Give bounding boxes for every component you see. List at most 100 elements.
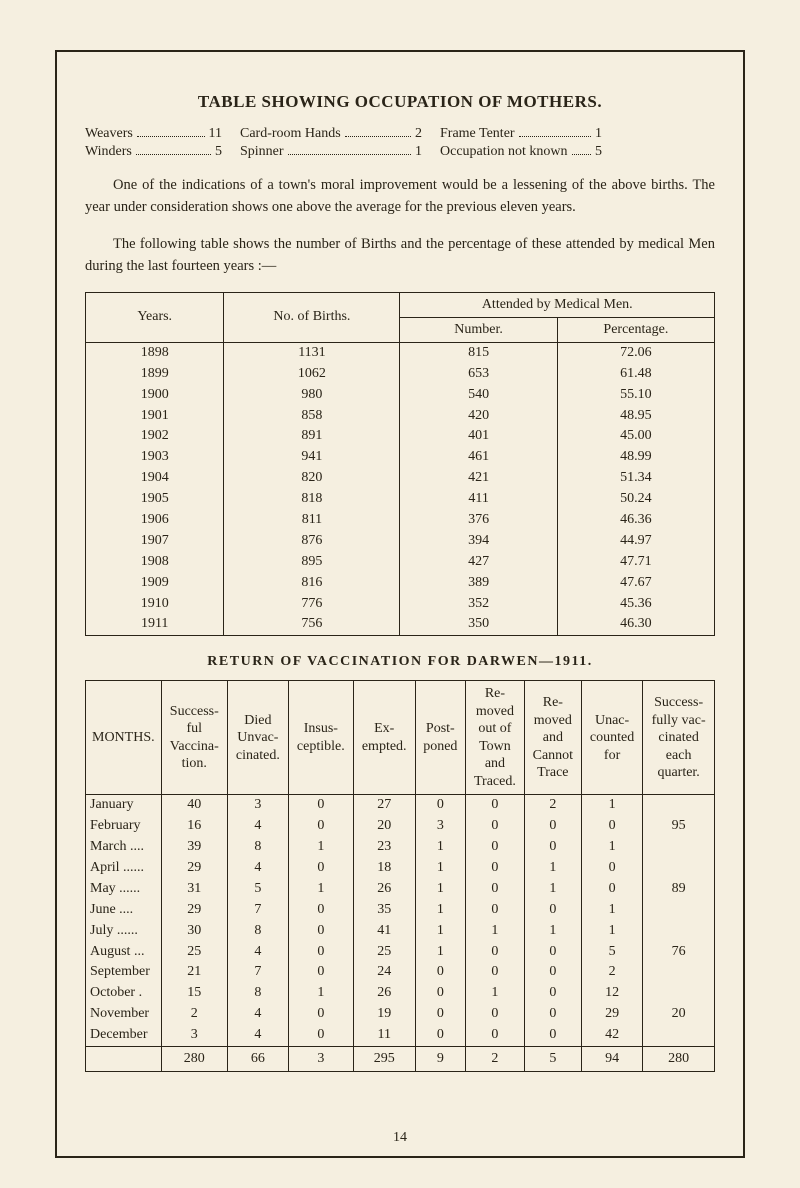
paragraph-1: One of the indications of a town's moral…	[85, 174, 715, 219]
table-cell: 0	[288, 795, 353, 816]
table-cell: 27	[353, 795, 415, 816]
table-cell: 26	[353, 879, 415, 900]
table-cell: 95	[643, 816, 715, 837]
table-row: 190681137646.36	[86, 510, 715, 531]
vaccination-table-header: Post-poned	[415, 681, 466, 795]
table-row: November240190002920	[86, 1004, 715, 1025]
table-cell: 0	[524, 900, 581, 921]
table-cell: 1	[415, 921, 466, 942]
table-cell: 811	[224, 510, 400, 531]
table-cell: 1903	[86, 447, 224, 468]
table-cell: 280	[161, 1047, 227, 1072]
table-cell: 1899	[86, 364, 224, 385]
table-cell: 1907	[86, 531, 224, 552]
table-cell: 0	[415, 795, 466, 816]
table-cell: 1	[415, 879, 466, 900]
table-cell: 0	[288, 900, 353, 921]
table-cell: 0	[415, 1004, 466, 1025]
table-cell: 1	[288, 983, 353, 1004]
table-cell: 18	[353, 858, 415, 879]
table-cell: 1	[415, 942, 466, 963]
table-cell: 4	[227, 858, 288, 879]
table-cell	[643, 983, 715, 1004]
table-cell: 0	[466, 879, 525, 900]
occupation-label: Spinner	[240, 144, 284, 160]
table-cell	[86, 1047, 162, 1072]
table-cell: 94	[581, 1047, 642, 1072]
table-row: September2170240002	[86, 962, 715, 983]
table-cell: 4	[227, 816, 288, 837]
occupation-label: Card-room Hands	[240, 126, 341, 142]
table-cell: 1	[524, 858, 581, 879]
table-cell: 3	[227, 795, 288, 816]
table-cell: 1	[415, 837, 466, 858]
table-cell: 23	[353, 837, 415, 858]
vaccination-table-header: Insus-ceptible.	[288, 681, 353, 795]
table-cell: 1	[581, 921, 642, 942]
table-cell: 0	[466, 1004, 525, 1025]
table-cell: 941	[224, 447, 400, 468]
table-cell: 2	[466, 1047, 525, 1072]
births-table-header-years: Years.	[86, 292, 224, 342]
table-cell: 30	[161, 921, 227, 942]
table-cell: 25	[353, 942, 415, 963]
table-cell: 776	[224, 594, 400, 615]
table-cell: 8	[227, 837, 288, 858]
month-cell: August ...	[86, 942, 162, 963]
table-cell: 1906	[86, 510, 224, 531]
table-cell: 980	[224, 385, 400, 406]
births-table: Years. No. of Births. Attended by Medica…	[85, 292, 715, 636]
table-cell: 0	[466, 1025, 525, 1046]
table-cell: 0	[466, 816, 525, 837]
table-cell: 540	[400, 385, 557, 406]
table-cell: 0	[288, 942, 353, 963]
table-cell	[643, 962, 715, 983]
table-cell: 41	[353, 921, 415, 942]
table-cell: 376	[400, 510, 557, 531]
table-row: July ......3080411111	[86, 921, 715, 942]
table-cell: 42	[581, 1025, 642, 1046]
table-cell: 31	[161, 879, 227, 900]
table-row: 190787639444.97	[86, 531, 715, 552]
table-row: June ....2970351001	[86, 900, 715, 921]
occupation-item: Winders5	[85, 144, 240, 160]
table-cell: 20	[353, 816, 415, 837]
occupations-block: Weavers11Card-room Hands2Frame Tenter1Wi…	[85, 126, 715, 160]
table-cell: 72.06	[557, 342, 714, 363]
table-cell: 350	[400, 614, 557, 635]
table-cell: 5	[524, 1047, 581, 1072]
table-row: March ....3981231001	[86, 837, 715, 858]
table-cell: 0	[466, 900, 525, 921]
month-cell: July ......	[86, 921, 162, 942]
occupation-label: Winders	[85, 144, 132, 160]
table-row: 190098054055.10	[86, 385, 715, 406]
table-cell: 1901	[86, 406, 224, 427]
table-row: December3401100042	[86, 1025, 715, 1046]
table-cell: 411	[400, 489, 557, 510]
table-cell: 1910	[86, 594, 224, 615]
table-cell: 0	[524, 837, 581, 858]
table-row: 190482042151.34	[86, 468, 715, 489]
table-row: 191175635046.30	[86, 614, 715, 635]
dotted-leader	[572, 154, 591, 155]
dotted-leader	[137, 136, 205, 137]
table-cell: 4	[227, 1004, 288, 1025]
table-cell: 858	[224, 406, 400, 427]
table-cell: 1131	[224, 342, 400, 363]
table-cell: 653	[400, 364, 557, 385]
table-cell: 0	[466, 942, 525, 963]
vaccination-subheading: RETURN OF VACCINATION FOR DARWEN—1911.	[85, 654, 715, 670]
page-title: TABLE SHOWING OCCUPATION OF MOTHERS.	[85, 92, 715, 112]
month-cell: November	[86, 1004, 162, 1025]
table-cell: 820	[224, 468, 400, 489]
table-row: 1898113181572.06	[86, 342, 715, 363]
table-cell: 295	[353, 1047, 415, 1072]
table-cell: 0	[524, 962, 581, 983]
table-cell: 0	[466, 962, 525, 983]
table-row: February164020300095	[86, 816, 715, 837]
table-cell: 1900	[86, 385, 224, 406]
table-cell: 50.24	[557, 489, 714, 510]
table-cell: 401	[400, 426, 557, 447]
table-cell: 0	[524, 816, 581, 837]
table-cell	[643, 921, 715, 942]
